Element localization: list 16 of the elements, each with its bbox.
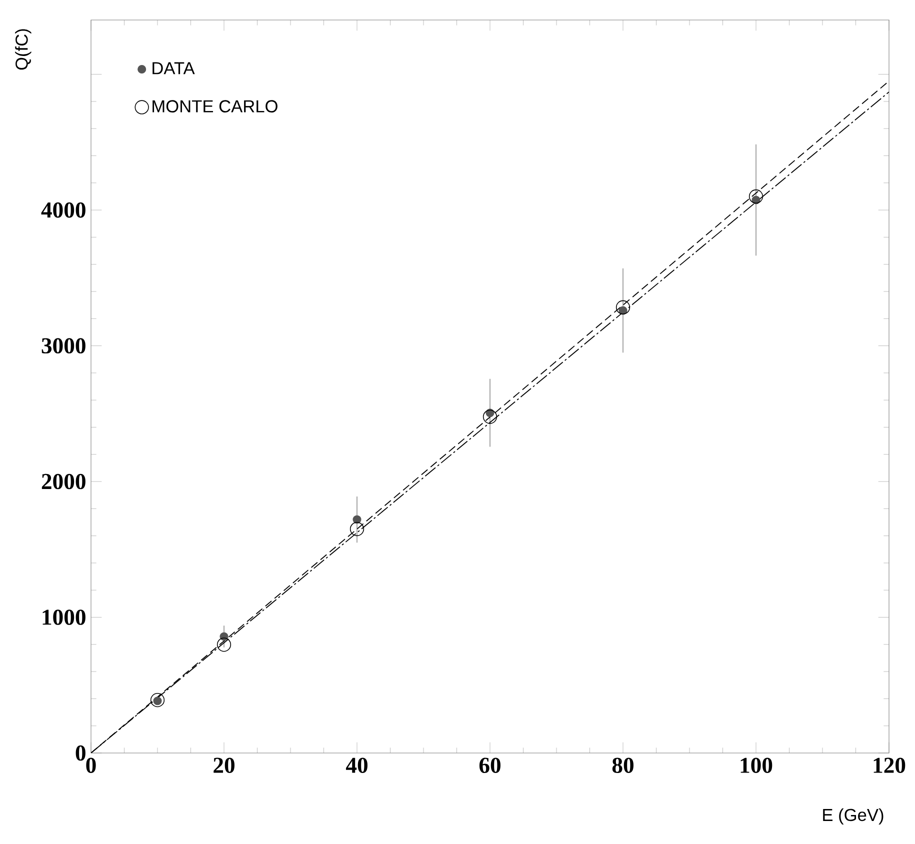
x-tick-label: 60 — [479, 758, 500, 774]
y-tick-label: 0 — [76, 745, 86, 761]
x-axis-title: E (GeV) — [823, 808, 884, 825]
x-tick-label: 120 — [874, 758, 906, 774]
x-tick-label: 40 — [346, 758, 368, 774]
legend-label: DATA — [152, 62, 195, 74]
y-axis-title: Q(fC) — [15, 29, 32, 70]
y-tick-label: 4000 — [41, 202, 86, 218]
y-tick-label: 2000 — [42, 474, 86, 490]
y-tick-label: 1000 — [42, 610, 86, 625]
legend-label: MONTE CARLO — [152, 100, 278, 112]
x-tick-label: 80 — [612, 758, 634, 774]
x-tick-label: 0 — [86, 758, 96, 774]
x-tick-label: 100 — [740, 758, 772, 774]
x-tick-label: 20 — [214, 758, 234, 774]
y-tick-label: 3000 — [42, 338, 86, 354]
